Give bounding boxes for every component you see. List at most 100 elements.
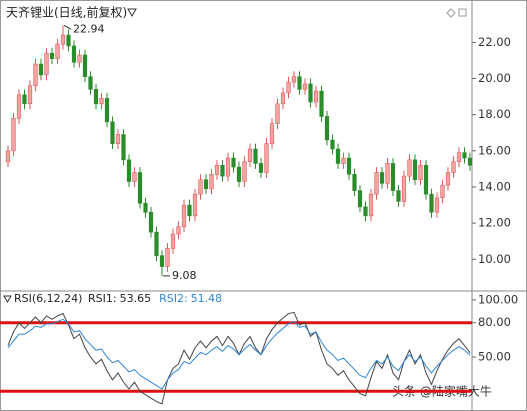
annotation: 22.94 xyxy=(73,22,105,35)
candle-body xyxy=(110,121,115,144)
y-tick-label: 20.00 xyxy=(478,71,511,85)
y-tick-label: 14.00 xyxy=(478,179,511,193)
chart-title: 天齐锂业(日线,前复权) xyxy=(6,5,127,20)
candle-body xyxy=(368,193,374,217)
candle-body xyxy=(137,172,143,204)
candle-body xyxy=(27,85,33,105)
candle-body xyxy=(286,81,291,94)
diamond-icon xyxy=(446,8,456,18)
square-icon xyxy=(458,8,467,17)
annotation: 9.08 xyxy=(172,269,197,282)
legend-name: RSI2: xyxy=(159,292,188,305)
candle-body xyxy=(390,163,396,191)
candle-body xyxy=(434,197,440,213)
candle-body xyxy=(308,83,313,103)
candle-body xyxy=(159,255,165,267)
candle-body xyxy=(247,148,253,162)
candle-body xyxy=(220,164,225,177)
candle-body xyxy=(16,94,22,119)
menu-icon xyxy=(127,8,137,18)
annotation-arrow xyxy=(63,24,72,30)
candle-body xyxy=(170,233,176,249)
candle-body xyxy=(341,157,346,164)
candle-body xyxy=(412,159,418,181)
candle-body xyxy=(231,157,236,168)
candle-body xyxy=(176,226,181,235)
y-tick-label: 16.00 xyxy=(478,143,511,157)
y-tick-label: 22.00 xyxy=(478,35,511,49)
y-tick-label: 100.00 xyxy=(478,292,518,306)
candle-body xyxy=(313,90,319,103)
legend-value: 51.48 xyxy=(191,292,223,305)
y-tick-label: 80.00 xyxy=(478,315,511,329)
candle-body xyxy=(214,164,220,175)
candle-body xyxy=(181,204,187,228)
legend-name: RSI1: xyxy=(88,292,117,305)
candle-body xyxy=(121,134,126,161)
candle-body xyxy=(418,164,423,181)
candle-body xyxy=(374,172,379,195)
candle-body xyxy=(192,193,198,217)
candle-body xyxy=(346,157,352,175)
y-tick-label: 50.00 xyxy=(478,350,511,364)
candle-body xyxy=(297,76,302,90)
candle-body xyxy=(187,204,192,217)
menu-icon xyxy=(3,295,12,303)
candle-body xyxy=(462,152,467,159)
candle-body xyxy=(242,161,247,182)
candle-body xyxy=(324,116,330,141)
candle-body xyxy=(71,45,77,63)
candle-body xyxy=(44,52,49,76)
candle-body xyxy=(379,172,385,184)
candle-body xyxy=(126,159,132,182)
candle-body xyxy=(335,148,341,164)
candle-body xyxy=(451,161,456,173)
rsi-line xyxy=(7,318,471,390)
y-tick-label: 12.00 xyxy=(478,216,511,230)
candle-body xyxy=(253,148,258,164)
candle-body xyxy=(291,76,297,83)
candle-body xyxy=(143,202,148,213)
candle-body xyxy=(115,134,121,144)
candle-body xyxy=(209,174,214,190)
candle-body xyxy=(396,190,401,202)
candle-body xyxy=(55,43,60,59)
y-tick-label: 10.00 xyxy=(478,252,511,266)
candle-body xyxy=(203,179,209,190)
candle-body xyxy=(407,159,412,177)
candle-body xyxy=(423,164,429,195)
candle-body xyxy=(302,83,308,90)
candle-body xyxy=(5,150,11,162)
candle-body xyxy=(236,166,242,182)
candle-body xyxy=(264,143,269,173)
candle-body xyxy=(319,90,324,117)
candle-body xyxy=(258,163,264,173)
candle-body xyxy=(269,123,275,144)
candle-body xyxy=(49,52,55,59)
legend-value: 53.65 xyxy=(120,292,152,305)
candle-body xyxy=(60,34,66,45)
candle-body xyxy=(198,179,203,195)
candle-body xyxy=(154,231,159,256)
candle-body xyxy=(352,174,357,191)
candle-body xyxy=(280,92,286,105)
candle-body xyxy=(148,211,154,233)
candle-body xyxy=(11,117,16,152)
candle-body xyxy=(401,175,407,202)
candle-body xyxy=(132,172,137,182)
candle-body xyxy=(225,157,231,177)
candle-body xyxy=(363,206,368,217)
candle-body xyxy=(440,184,445,199)
indicator-title: RSI(6,12,24) xyxy=(14,292,82,305)
candle-body xyxy=(88,76,93,90)
candle-body xyxy=(385,163,390,184)
candle-body xyxy=(445,172,451,186)
candle-body xyxy=(275,103,280,124)
y-tick-label: 18.00 xyxy=(478,107,511,121)
candle-body xyxy=(467,157,473,166)
candle-body xyxy=(22,94,27,105)
candle-body xyxy=(38,63,44,76)
candle-body xyxy=(77,54,82,63)
candle-body xyxy=(99,98,104,105)
